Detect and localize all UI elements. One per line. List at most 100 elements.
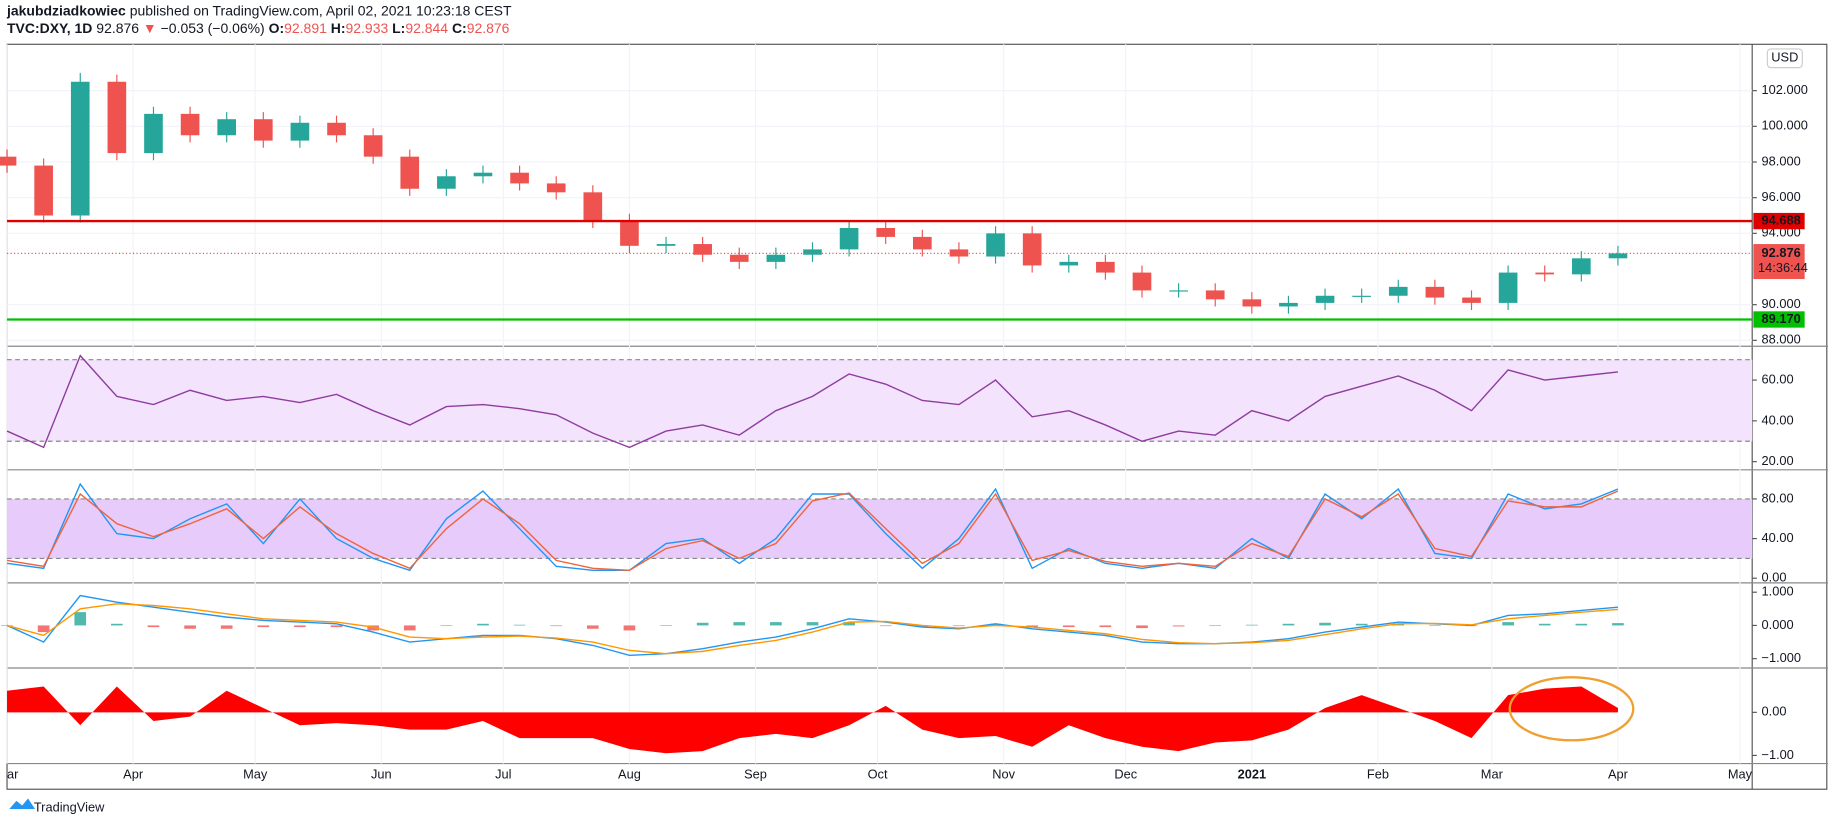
candle-body — [1279, 302, 1298, 307]
candle-body — [1096, 261, 1115, 273]
histogram-bar — [1246, 624, 1258, 626]
candle-body — [217, 119, 237, 136]
histogram-bar — [220, 625, 233, 629]
histogram-bar — [1172, 625, 1185, 627]
x-tick-label: Apr — [1608, 767, 1629, 782]
candle-body — [1535, 272, 1555, 275]
candle-body — [363, 135, 383, 157]
histogram-bar — [1099, 625, 1112, 628]
candle-body — [437, 176, 456, 189]
y-tick-label: −1.00 — [1762, 747, 1794, 762]
ohlc-key: C: — [452, 20, 467, 36]
histogram-bar — [184, 625, 196, 629]
x-tick-label: Nov — [992, 767, 1015, 782]
histogram-bar — [586, 625, 599, 629]
candle-body — [729, 254, 749, 262]
histogram-bar — [1429, 625, 1441, 627]
y-tick-label: 96.000 — [1762, 189, 1801, 204]
y-tick-label: 80.00 — [1762, 490, 1794, 505]
histogram-bar — [1538, 623, 1551, 626]
histogram-bar — [111, 623, 123, 626]
currency-button[interactable] — [1766, 48, 1803, 69]
line — [6, 594, 1619, 657]
histogram-bar — [1502, 622, 1514, 626]
histogram-bar — [1026, 625, 1038, 628]
histogram-bar — [294, 625, 306, 628]
candle-body — [1352, 295, 1371, 297]
histogram-bar — [1062, 625, 1075, 628]
histogram-bar — [953, 625, 965, 627]
x-tick-label: Aug — [618, 767, 641, 782]
candle-body — [473, 172, 493, 177]
histogram-bar — [477, 623, 489, 626]
level-tag-label: 94.688 — [1762, 212, 1801, 227]
plot: ar Apr May Jun Jul Aug Sep Oct Nov Dec 2021 Feb Mar A… — [0, 44, 1828, 790]
line — [6, 490, 1619, 572]
candle-body — [1425, 286, 1445, 298]
candle-body — [803, 249, 822, 255]
level-tag — [1753, 212, 1805, 230]
candle-body — [656, 244, 676, 246]
change: −0.053 (−0.06%) — [161, 20, 265, 36]
histogram-bar — [37, 625, 50, 633]
histogram-bar — [1282, 623, 1295, 626]
histogram-bar — [74, 612, 87, 626]
candle-body — [1315, 295, 1335, 303]
x-tick-label: ar — [7, 767, 19, 782]
y-tick-label: 40.00 — [1762, 530, 1794, 545]
candle-body — [1242, 299, 1262, 307]
histogram-bar — [403, 625, 416, 631]
x-tick-label: Feb — [1367, 767, 1389, 782]
candle-body — [1205, 290, 1225, 300]
x-tick-label: May — [243, 767, 268, 782]
histogram-bar — [1209, 625, 1222, 627]
ohlc-key: H: — [331, 20, 346, 36]
price-tag — [1753, 244, 1805, 280]
histogram-bar — [1319, 622, 1331, 626]
symbol: TVC:DXY, 1D — [7, 20, 92, 36]
line — [6, 354, 1619, 449]
histogram-bar — [1355, 623, 1368, 626]
line — [6, 603, 1619, 655]
currency: USD — [1771, 50, 1798, 65]
published: published on TradingView.com, April 02, … — [130, 2, 512, 18]
candle-body — [1022, 233, 1042, 266]
candle-body — [290, 122, 310, 141]
x-tick-label: Sep — [744, 767, 767, 782]
histogram-bar — [367, 625, 379, 631]
arrow: ▼ — [143, 20, 157, 36]
price-tag-label: 92.876 — [1762, 245, 1801, 260]
histogram-bar — [770, 622, 782, 626]
y-tick-label: 40.00 — [1762, 412, 1794, 427]
x-tick-label: 2021 — [1238, 767, 1267, 782]
candle-body — [1462, 297, 1481, 303]
histogram-bar — [806, 622, 819, 626]
y-tick-label: 100.000 — [1762, 118, 1808, 133]
candle-body — [1498, 272, 1518, 303]
ohlc-value: 92.891 — [284, 20, 327, 36]
y-tick-label: 0.00 — [1762, 570, 1787, 585]
histogram-bar — [660, 625, 672, 627]
histogram-bar — [513, 624, 526, 626]
x-tick-label: May — [1728, 767, 1753, 782]
symbol-line: TVC:DXY, 1D 92.876 ▼ −0.053 (−0.06%) O:9… — [7, 20, 510, 36]
y-tick-label: 60.00 — [1762, 371, 1794, 386]
area — [7, 686, 1618, 754]
candle-body — [180, 113, 200, 136]
candle-body — [0, 156, 17, 166]
ohlc-value: 92.933 — [346, 20, 389, 36]
ohlc-value: 92.876 — [467, 20, 510, 36]
candle-body — [327, 122, 346, 136]
x-tick-label: Apr — [123, 767, 144, 782]
candle-body — [34, 165, 53, 216]
author: jakubdziadkowiec — [6, 2, 126, 18]
candle-body — [839, 227, 859, 250]
logo: TradingView — [34, 799, 105, 814]
histogram-bar — [696, 622, 709, 626]
y-tick-label: 0.000 — [1762, 617, 1794, 632]
y-tick-label: 90.000 — [1762, 296, 1801, 311]
histogram-bar — [989, 623, 1002, 626]
candle-body — [1388, 286, 1408, 296]
candle-body — [1059, 261, 1079, 266]
